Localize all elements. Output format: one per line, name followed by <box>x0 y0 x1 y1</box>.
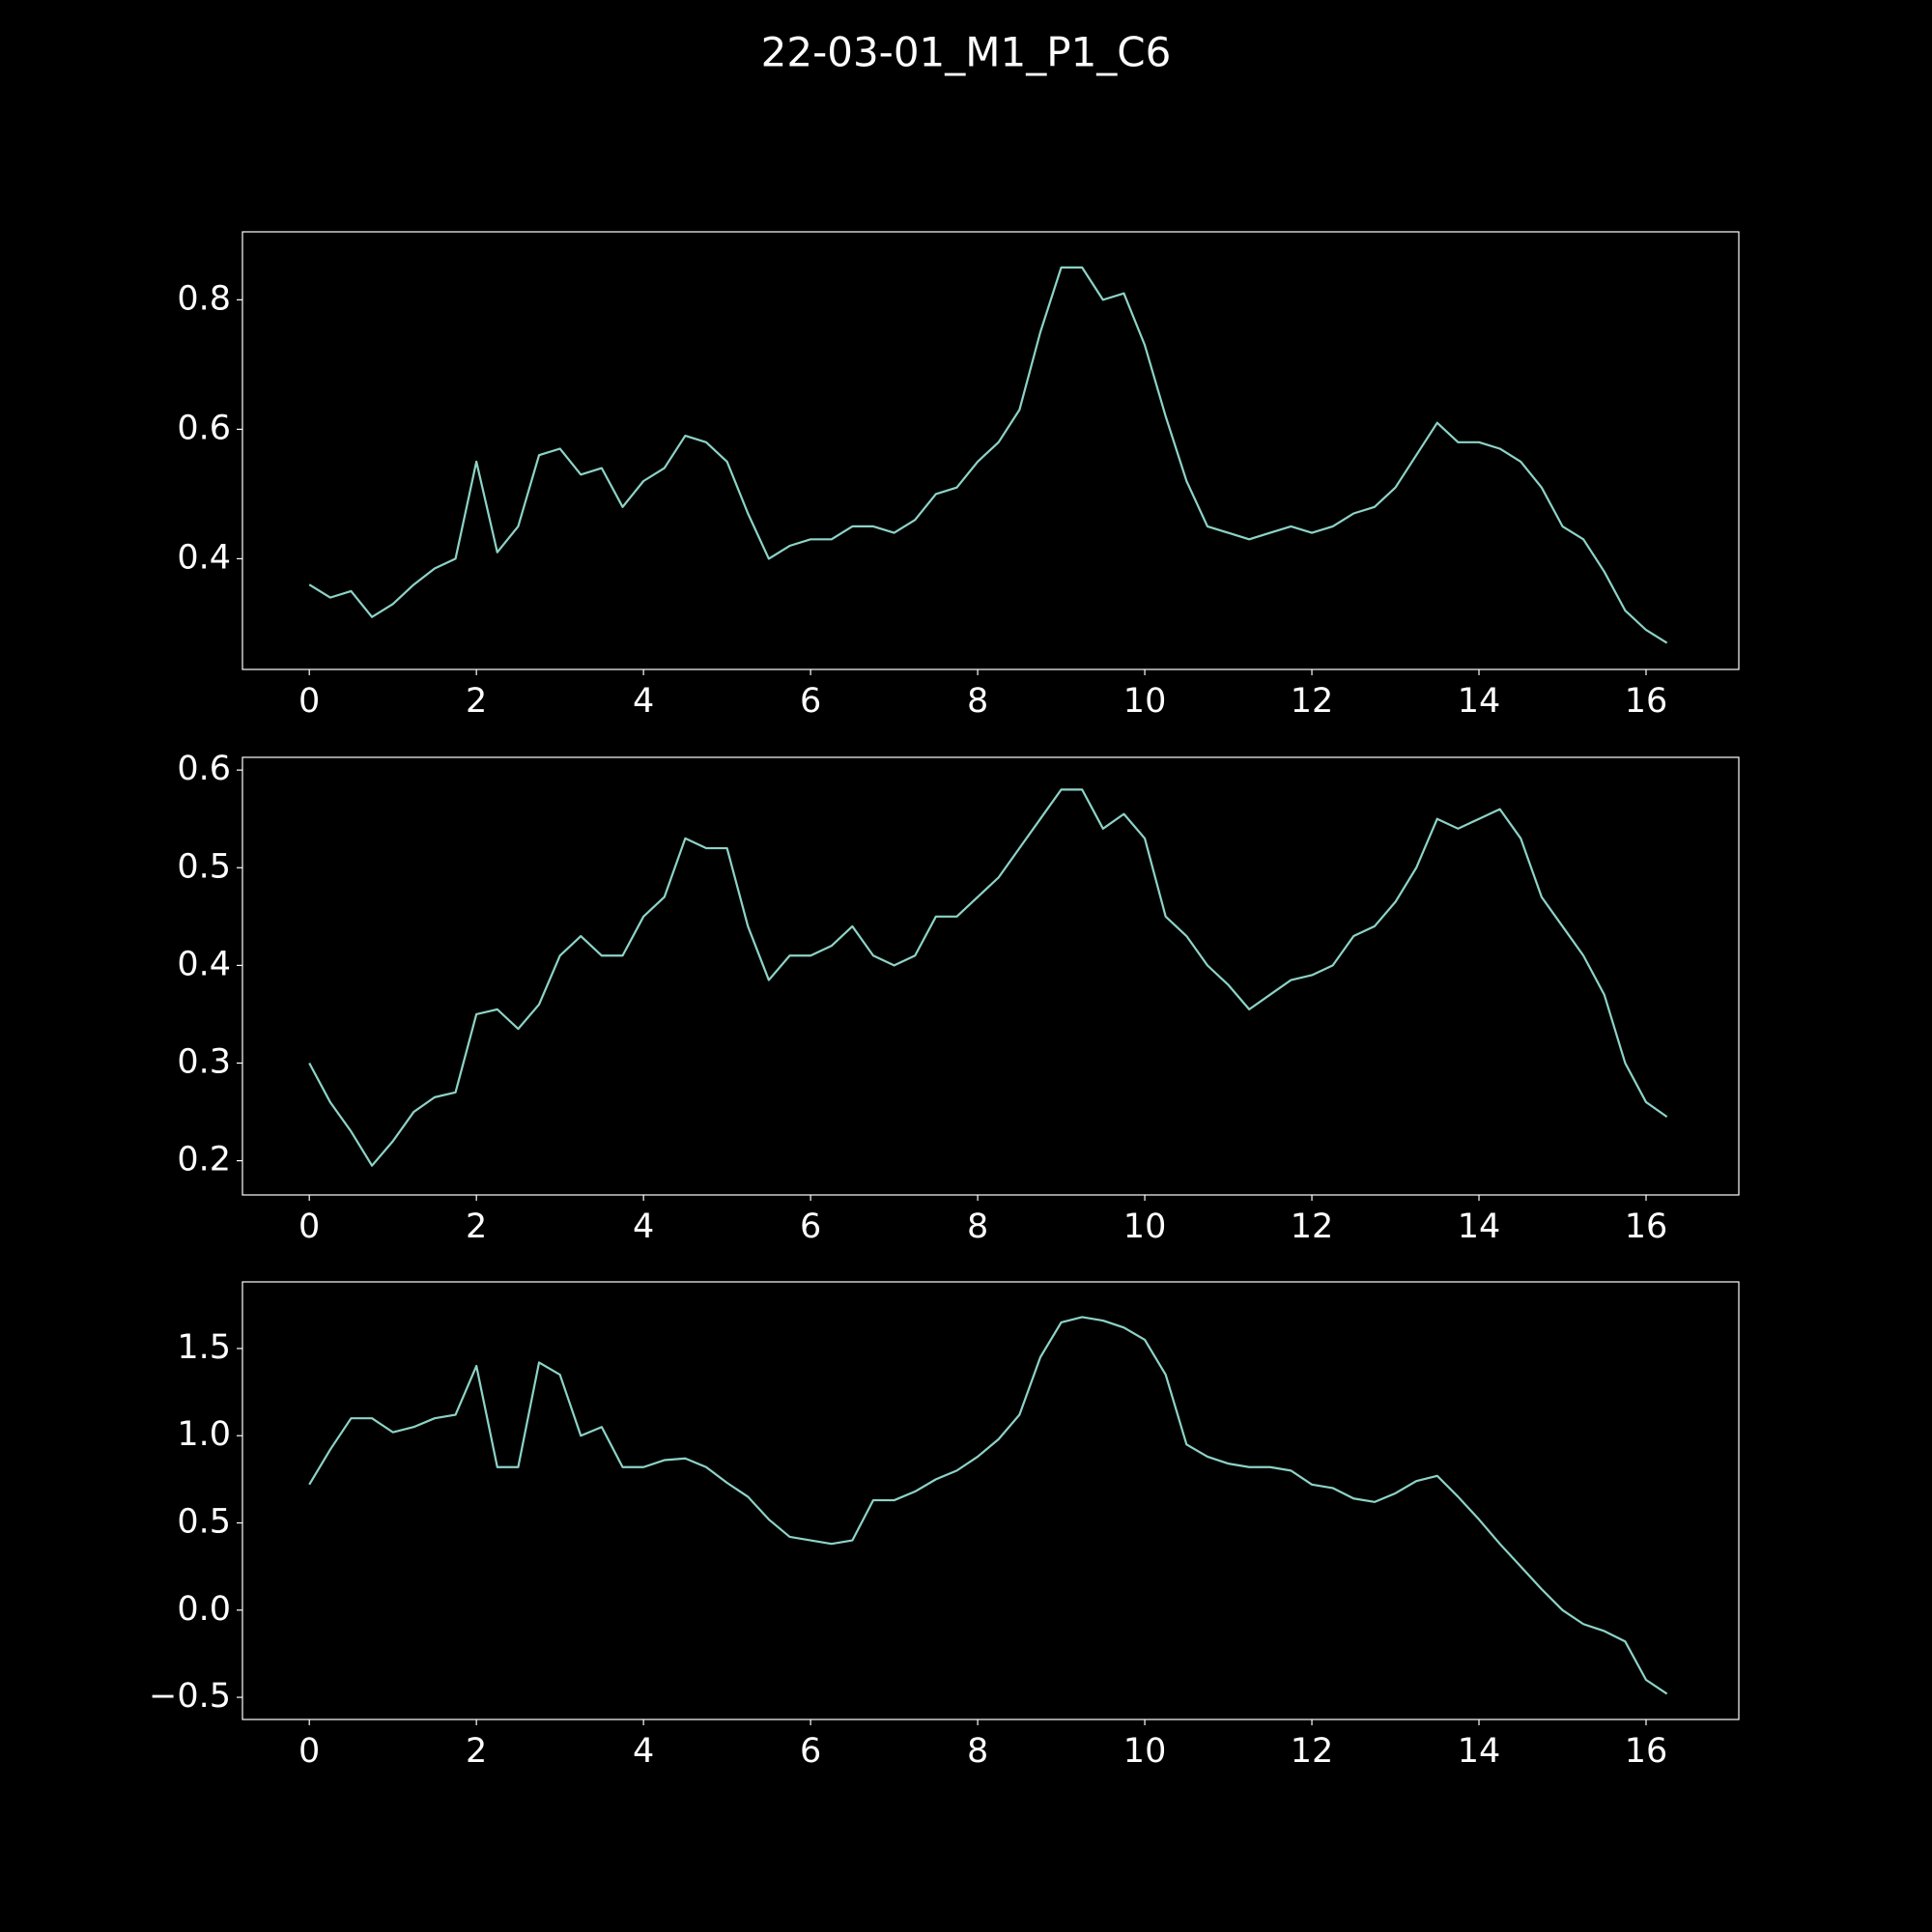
y-tick-label: 0.4 <box>177 538 231 577</box>
x-tick-label: 10 <box>1123 1732 1167 1771</box>
axes-frame <box>242 756 1740 1196</box>
x-tick-label: 4 <box>633 1208 654 1246</box>
x-tick-label: 2 <box>466 682 487 721</box>
x-tick-label: 4 <box>633 682 654 721</box>
x-tick-label: 0 <box>298 682 320 721</box>
x-tick-label: 14 <box>1458 1208 1501 1246</box>
x-tick-label: 2 <box>466 1208 487 1246</box>
data-line <box>308 1316 1668 1695</box>
x-tick-label: 0 <box>298 1208 320 1246</box>
y-tick-label: 0.3 <box>177 1042 231 1081</box>
x-tick-label: 4 <box>633 1732 654 1771</box>
x-tick-label: 16 <box>1625 682 1668 721</box>
x-tick-label: 12 <box>1291 1732 1334 1771</box>
axes-frame <box>242 1281 1740 1720</box>
y-tick-label: 0.6 <box>177 750 231 788</box>
data-line <box>308 266 1668 644</box>
x-tick-label: 6 <box>800 682 821 721</box>
x-tick-label: 12 <box>1291 1208 1334 1246</box>
x-tick-label: 16 <box>1625 1732 1668 1771</box>
data-line <box>308 788 1668 1167</box>
x-tick-label: 8 <box>967 1732 988 1771</box>
x-tick-label: 0 <box>298 1732 320 1771</box>
y-tick-label: 0.4 <box>177 945 231 983</box>
x-tick-label: 10 <box>1123 682 1167 721</box>
y-tick-label: −0.5 <box>149 1677 231 1716</box>
y-tick-label: 0.0 <box>177 1590 231 1629</box>
x-tick-label: 6 <box>800 1208 821 1246</box>
y-tick-label: 0.8 <box>177 279 231 318</box>
y-tick-label: 0.5 <box>177 1503 231 1542</box>
y-tick-label: 0.5 <box>177 847 231 886</box>
axes-frame <box>242 231 1740 670</box>
y-tick-label: 0.2 <box>177 1141 231 1179</box>
x-tick-label: 16 <box>1625 1208 1668 1246</box>
y-tick-label: 1.0 <box>177 1415 231 1454</box>
y-tick-label: 1.5 <box>177 1328 231 1367</box>
x-tick-label: 12 <box>1291 682 1334 721</box>
x-tick-label: 2 <box>466 1732 487 1771</box>
y-tick-label: 0.6 <box>177 409 231 447</box>
figure-title: 22-03-01_M1_P1_C6 <box>761 29 1172 76</box>
x-tick-label: 6 <box>800 1732 821 1771</box>
x-tick-label: 8 <box>967 1208 988 1246</box>
x-tick-label: 14 <box>1458 1732 1501 1771</box>
x-tick-label: 14 <box>1458 682 1501 721</box>
x-tick-label: 8 <box>967 682 988 721</box>
x-tick-label: 10 <box>1123 1208 1167 1246</box>
